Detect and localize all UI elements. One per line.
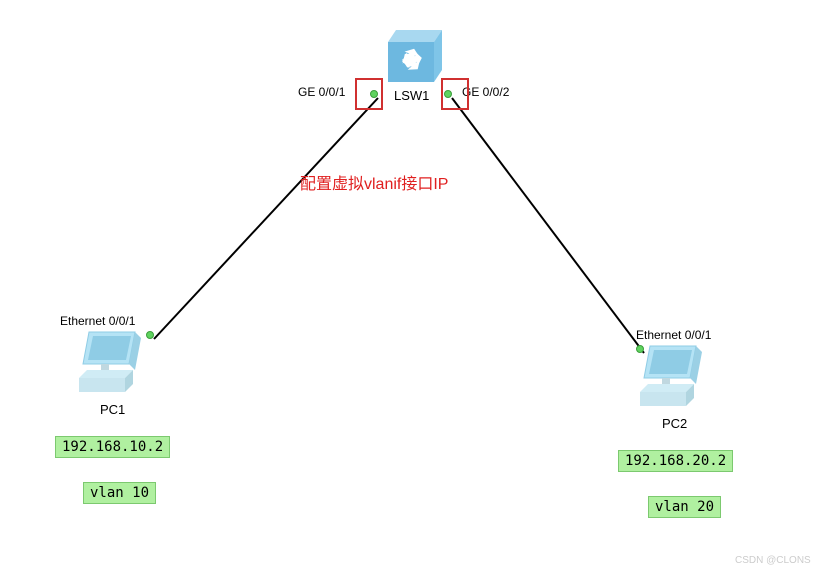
pc2-label: PC2 [662,416,687,431]
pc1-ip-badge: 192.168.10.2 [55,436,170,458]
port-dot-ge002[interactable] [444,90,452,98]
pc2[interactable] [636,344,712,415]
port-dot-ge001[interactable] [370,90,378,98]
pc-icon [75,330,151,396]
pc1-label: PC1 [100,402,125,417]
edge-ge001-pc1 [154,98,378,339]
pc2-ip-badge: 192.168.20.2 [618,450,733,472]
pc2-port-dot[interactable] [636,345,644,353]
pc1-vlan-badge: vlan 10 [83,482,156,504]
switch-lsw1[interactable] [380,30,442,95]
pc2-port-label: Ethernet 0/0/1 [636,328,711,342]
pc1-port-label: Ethernet 0/0/1 [60,314,135,328]
pc1[interactable] [75,330,151,401]
pc2-vlan-badge: vlan 20 [648,496,721,518]
pc1-port-dot[interactable] [146,331,154,339]
edge-ge002-pc2 [452,98,644,353]
annotation-text: 配置虚拟vlanif接口IP [300,170,448,194]
port-box-ge001 [355,78,383,110]
switch-icon [380,30,442,90]
watermark: CSDN @CLONS [735,555,811,566]
topology-canvas: LSW1 GE 0/0/1 GE 0/0/2 配置虚拟vlanif接口IP Et… [0,0,830,574]
port-label-ge001: GE 0/0/1 [298,85,345,99]
port-label-ge002: GE 0/0/2 [462,85,509,99]
pc-icon [636,344,712,410]
